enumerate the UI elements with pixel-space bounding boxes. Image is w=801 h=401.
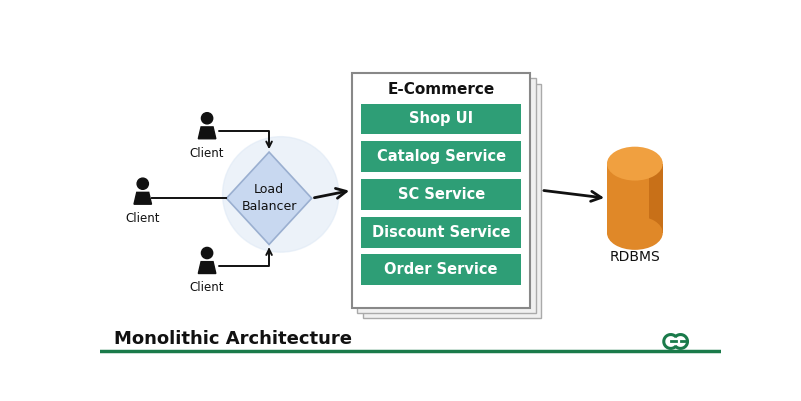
Ellipse shape [607,216,662,250]
Text: Client: Client [190,282,224,294]
Text: Order Service: Order Service [384,262,498,277]
Polygon shape [134,192,151,204]
Circle shape [201,247,213,259]
Text: Catalog Service: Catalog Service [376,149,505,164]
Text: E-Commerce: E-Commerce [388,82,495,97]
Ellipse shape [607,147,662,180]
FancyBboxPatch shape [357,78,536,313]
Text: Shop UI: Shop UI [409,111,473,126]
Text: Monolithic Architecture: Monolithic Architecture [114,330,352,348]
Polygon shape [227,152,312,245]
FancyBboxPatch shape [361,179,521,210]
Text: Discount Service: Discount Service [372,225,510,240]
Circle shape [201,113,213,124]
FancyBboxPatch shape [361,217,521,247]
FancyBboxPatch shape [361,103,521,134]
Polygon shape [649,164,662,233]
Text: Client: Client [126,212,160,225]
Text: Client: Client [190,147,224,160]
FancyBboxPatch shape [361,141,521,172]
Polygon shape [199,261,215,273]
Circle shape [137,178,148,189]
FancyBboxPatch shape [361,255,521,285]
Text: SC Service: SC Service [397,187,485,202]
Circle shape [223,137,339,252]
Text: RDBMS: RDBMS [610,250,660,264]
FancyBboxPatch shape [607,164,662,233]
FancyBboxPatch shape [352,73,530,308]
Text: Load
Balancer: Load Balancer [241,183,296,213]
Polygon shape [199,127,215,139]
FancyBboxPatch shape [363,83,541,318]
